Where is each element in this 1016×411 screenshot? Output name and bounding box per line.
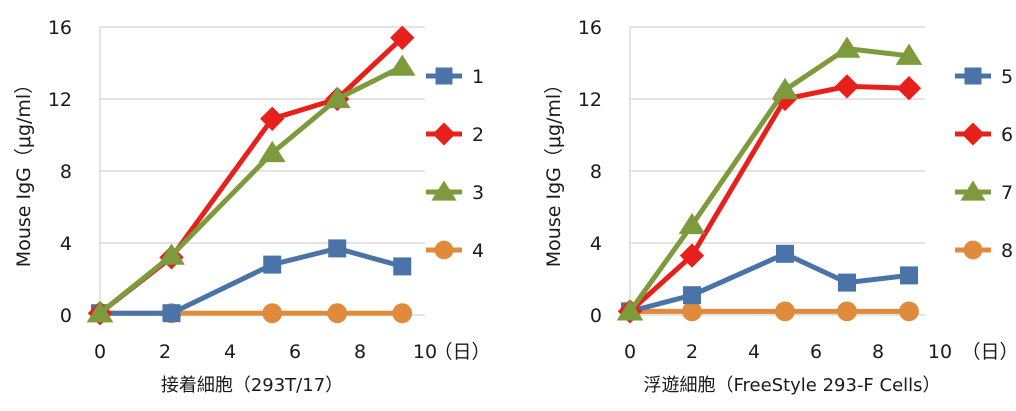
series-3-point [86, 301, 114, 323]
legend-label: 7 [1001, 182, 1013, 204]
legend-marker [960, 180, 986, 201]
x-tick-label: 10 [413, 341, 437, 363]
legend-item-7: 7 [955, 180, 1013, 204]
x-tick-label: 4 [224, 341, 236, 363]
legend-item-6: 6 [955, 122, 1013, 146]
series-8-point [899, 301, 919, 322]
x-unit-label: （日） [961, 341, 1016, 363]
legend-marker [431, 180, 457, 201]
legend-item-3: 3 [426, 180, 484, 204]
series-4-point [327, 303, 348, 324]
series-7-point [833, 36, 861, 58]
y-tick-label: 16 [48, 17, 72, 39]
legend-label: 3 [472, 182, 484, 204]
y-tick-label: 8 [60, 161, 72, 183]
legend-marker [961, 122, 985, 146]
series-1-point [393, 257, 412, 276]
y-tick-label: 0 [590, 305, 602, 327]
series-5-point [776, 244, 794, 263]
legend-item-5: 5 [955, 66, 1013, 88]
suspension-cells-chart: 0 4 8 12 16 0 2 4 6 8 10 （日） Mouse IgG（μg/ml） 浮遊細胞（Fr… [543, 17, 1016, 396]
series-6-line [628, 83, 910, 314]
legend-label: 6 [1001, 124, 1013, 146]
series-5 [621, 244, 918, 321]
x-tick-label: 0 [94, 341, 106, 363]
series-2-point [260, 106, 285, 131]
y-tick-label: 8 [590, 161, 602, 183]
series-7-point [616, 299, 644, 321]
y-tick-label: 16 [578, 17, 602, 39]
series-3-point [158, 243, 185, 265]
y-tick-label: 12 [48, 89, 72, 111]
x-tick-label: 2 [686, 341, 698, 363]
legend-item-1: 1 [426, 66, 484, 88]
legend-label: 5 [1001, 66, 1013, 88]
series-2-point [390, 25, 415, 50]
x-tick-label: 2 [159, 341, 171, 363]
x-tick-label: 0 [624, 341, 636, 363]
legend-marker [435, 67, 453, 85]
series-6-point [834, 74, 860, 99]
y-axis-title: Mouse IgG（μg/ml） [543, 75, 565, 267]
y-tick-label: 0 [60, 305, 72, 327]
legend-marker [964, 67, 982, 85]
legend-label: 2 [472, 124, 484, 146]
x-axis-title: 浮遊細胞（FreeStyle 293-F Cells） [643, 375, 940, 396]
x-tick-label: 6 [289, 341, 301, 363]
legend-marker [434, 240, 454, 260]
series-7-point [895, 43, 923, 65]
series-3-point [323, 86, 351, 109]
y-tick-label: 4 [60, 233, 72, 255]
series-8-point [682, 301, 702, 322]
x-tick-label: 8 [354, 341, 366, 363]
series-5-point [900, 266, 918, 285]
series-6-point [896, 76, 922, 101]
y-tick-label: 4 [590, 233, 602, 255]
x-unit-label: （日） [433, 341, 490, 363]
series-3-point [258, 140, 286, 163]
x-tick-label: 6 [810, 341, 822, 363]
series-8-point [837, 301, 857, 322]
legend-label: 1 [472, 66, 484, 88]
legend-item-8: 8 [955, 240, 1013, 262]
series-1-point [263, 255, 282, 274]
series-4-point [262, 303, 283, 324]
legend-label: 4 [472, 240, 484, 262]
legend-label: 8 [1001, 240, 1013, 262]
series-5-point [683, 286, 701, 305]
x-axis-title: 接着細胞（293T/17） [161, 375, 343, 396]
series-5-line [629, 251, 910, 314]
series-1-point [328, 239, 347, 258]
series-6-point [679, 243, 705, 268]
series-4-point [392, 303, 413, 324]
series-7-point [771, 77, 799, 100]
series-7-point [678, 212, 706, 235]
legend-marker [963, 240, 983, 260]
series-7 [616, 36, 923, 321]
y-axis-title: Mouse IgG（μg/ml） [13, 75, 35, 267]
series-3 [86, 54, 416, 323]
x-tick-label: 10 [928, 341, 952, 363]
legend-marker [432, 122, 456, 146]
series-1-point [162, 304, 181, 323]
series-8-point [775, 301, 795, 322]
series-3-point [388, 54, 416, 76]
x-tick-label: 8 [872, 341, 884, 363]
series-5-point [838, 273, 856, 292]
legend-item-4: 4 [426, 240, 484, 262]
legend-item-2: 2 [426, 122, 484, 146]
x-tick-label: 4 [748, 341, 760, 363]
y-tick-label: 12 [578, 89, 602, 111]
